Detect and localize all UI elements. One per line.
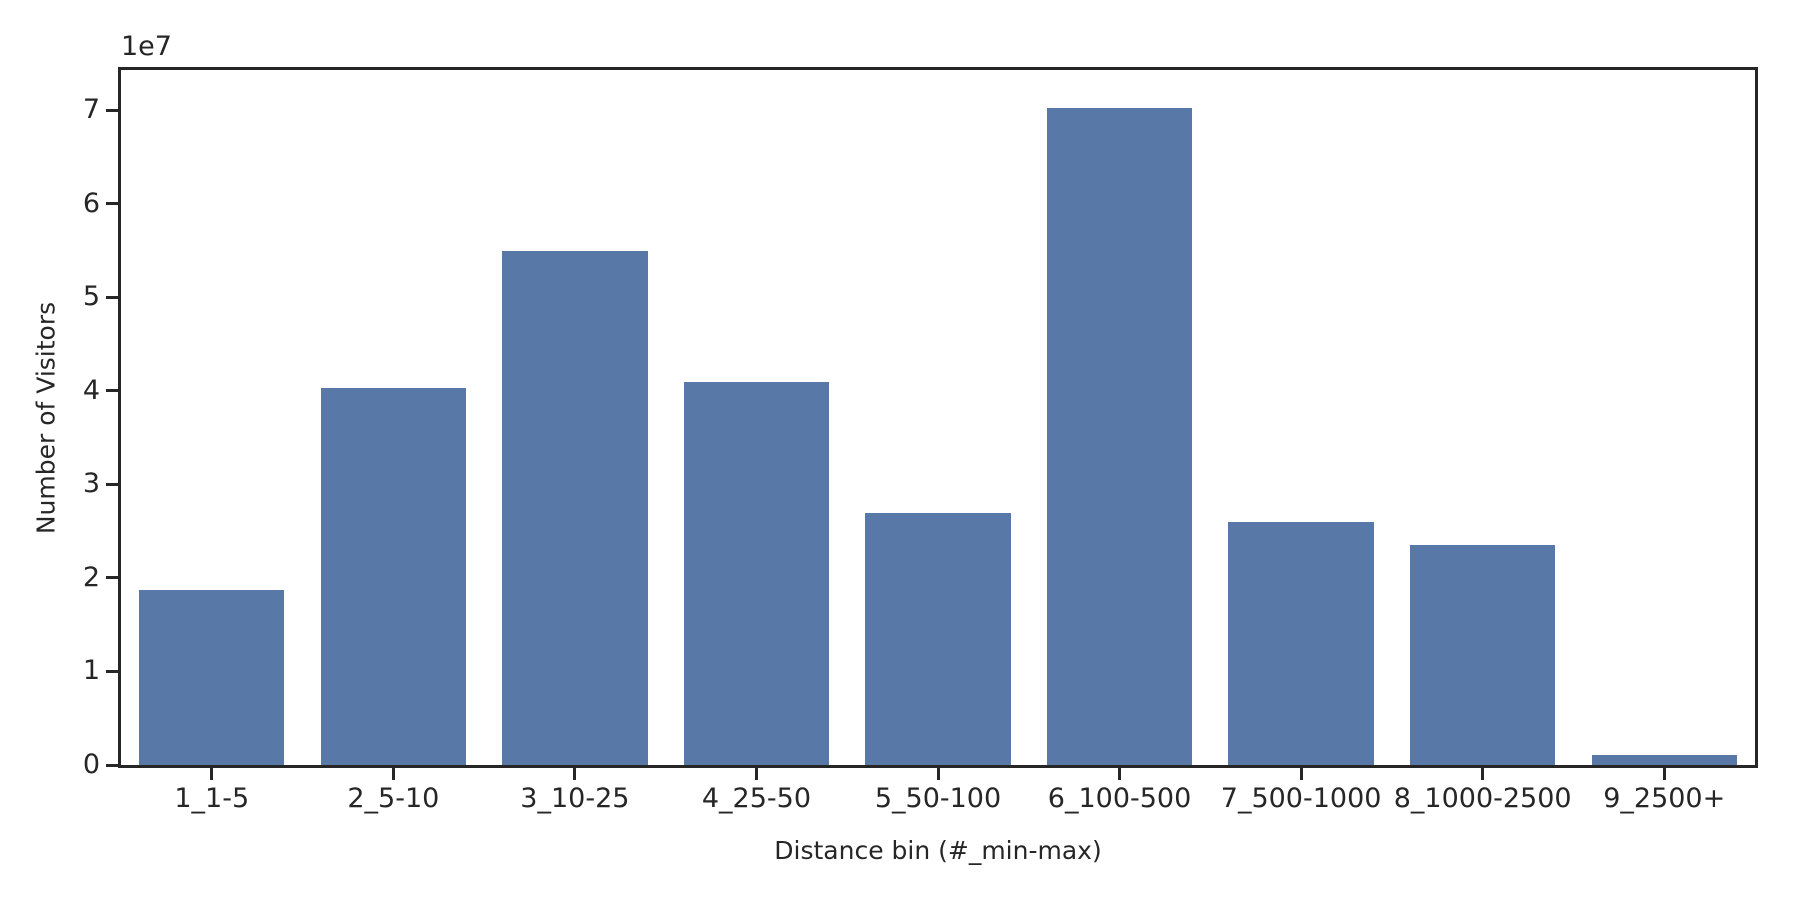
y-tick-mark bbox=[106, 202, 118, 206]
y-axis-ticks: 0 1 2 3 4 5 6 7 bbox=[83, 70, 1755, 780]
y-tick-mark bbox=[106, 482, 118, 486]
y-tick-mark bbox=[106, 763, 118, 767]
bar bbox=[320, 388, 466, 765]
bars-layer bbox=[121, 70, 1755, 765]
y-tick-mark bbox=[106, 576, 118, 580]
x-tick-mark bbox=[1481, 768, 1485, 780]
y-axis-offset-text: 1e7 bbox=[121, 31, 172, 62]
x-tick-label: 1_1-5 bbox=[174, 783, 250, 814]
y-tick-mark bbox=[106, 389, 118, 393]
y-tick-label: 4 bbox=[82, 374, 100, 406]
x-axis-ticks: 1_1-5 2_5-10 3_10-25 4_25-50 5_50-100 6_100-5… bbox=[121, 70, 1755, 814]
x-tick-label: 3_10-25 bbox=[520, 783, 630, 814]
y-tick-mark bbox=[106, 669, 118, 673]
y-tick-label: 3 bbox=[82, 468, 100, 500]
bar bbox=[865, 513, 1011, 765]
x-tick-label: 7_500-1000 bbox=[1220, 783, 1382, 814]
x-tick-label: 6_100-500 bbox=[1047, 783, 1192, 814]
x-tick-label: 2_5-10 bbox=[347, 783, 440, 814]
y-tick-label: 2 bbox=[82, 561, 100, 593]
bar bbox=[502, 250, 648, 765]
x-tick-mark bbox=[754, 768, 758, 780]
bar bbox=[1591, 754, 1737, 765]
bar bbox=[1410, 545, 1556, 765]
y-tick-label: 6 bbox=[82, 187, 100, 219]
y-tick-label: 0 bbox=[82, 749, 100, 780]
bar bbox=[683, 381, 830, 765]
x-tick-label: 8_1000-2500 bbox=[1393, 783, 1572, 814]
x-tick-mark bbox=[573, 768, 577, 780]
x-tick-mark bbox=[1662, 768, 1666, 780]
x-axis-label: Distance bin (#_min-max) bbox=[774, 836, 1102, 865]
plot-area: 0 1 2 3 4 5 6 7 1_1-5 2_5-10 3_10-25 4_25-50 5_50-1… bbox=[83, 67, 1758, 814]
bar bbox=[1228, 521, 1374, 765]
y-tick-mark bbox=[106, 295, 118, 299]
y-tick-label: 5 bbox=[82, 281, 100, 313]
x-tick-label: 9_2500+ bbox=[1603, 783, 1726, 814]
x-tick-mark bbox=[391, 768, 395, 780]
x-tick-label: 4_25-50 bbox=[701, 783, 812, 814]
y-tick-label: 1 bbox=[82, 655, 100, 687]
x-tick-label: 5_50-100 bbox=[874, 783, 1002, 814]
bar bbox=[1046, 108, 1193, 765]
x-tick-mark bbox=[210, 768, 214, 780]
x-tick-mark bbox=[1299, 768, 1303, 780]
x-tick-mark bbox=[936, 768, 940, 780]
y-tick-label: 7 bbox=[82, 94, 100, 126]
bar bbox=[139, 590, 285, 765]
x-tick-mark bbox=[1118, 768, 1122, 780]
y-tick-mark bbox=[106, 108, 118, 112]
